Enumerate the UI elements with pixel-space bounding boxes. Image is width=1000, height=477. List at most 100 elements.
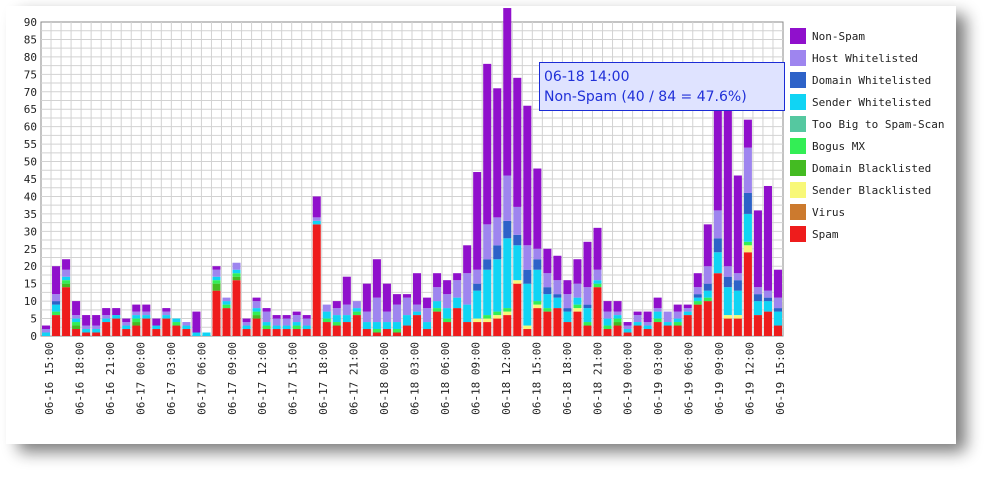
bar-segment[interactable] — [392, 329, 401, 333]
bar-segment[interactable] — [753, 287, 762, 295]
bar-segment[interactable] — [192, 332, 201, 336]
bar-segment[interactable] — [753, 294, 762, 302]
bar-segment[interactable] — [583, 308, 592, 323]
bar-segment[interactable] — [342, 322, 351, 336]
bar-segment[interactable] — [242, 329, 251, 336]
bar-segment[interactable] — [523, 283, 532, 326]
bar-segment[interactable] — [212, 280, 221, 284]
bar-segment[interactable] — [533, 168, 542, 249]
bar-segment[interactable] — [573, 259, 582, 284]
bar-segment[interactable] — [723, 318, 732, 336]
bar-segment[interactable] — [292, 311, 301, 316]
bar-segment[interactable] — [583, 241, 592, 288]
bar-segment[interactable] — [52, 315, 61, 336]
bar-segment[interactable] — [603, 301, 612, 312]
bar-segment[interactable] — [332, 301, 341, 309]
bar-segment[interactable] — [743, 245, 752, 253]
bar-segment[interactable] — [493, 217, 502, 246]
bar-segment[interactable] — [342, 276, 351, 305]
bar-segment[interactable] — [112, 315, 121, 319]
bar-segment[interactable] — [503, 315, 512, 336]
bar-segment[interactable] — [703, 297, 712, 302]
bar-segment[interactable] — [453, 280, 462, 298]
bar-segment[interactable] — [683, 304, 692, 309]
bar-segment[interactable] — [583, 322, 592, 326]
bar-segment[interactable] — [553, 308, 562, 336]
bar-segment[interactable] — [543, 311, 552, 336]
bar-segment[interactable] — [132, 315, 141, 319]
bar-segment[interactable] — [72, 315, 81, 319]
bar-segment[interactable] — [503, 175, 512, 221]
bar-segment[interactable] — [372, 322, 381, 330]
bar-segment[interactable] — [693, 273, 702, 288]
bar-segment[interactable] — [503, 238, 512, 309]
bar-segment[interactable] — [112, 308, 121, 316]
bar-segment[interactable] — [132, 304, 141, 312]
bar-segment[interactable] — [402, 315, 411, 326]
bar-segment[interactable] — [743, 119, 752, 148]
bar-segment[interactable] — [733, 273, 742, 281]
bar-segment[interactable] — [62, 287, 71, 336]
bar-segment[interactable] — [252, 308, 261, 312]
bar-segment[interactable] — [503, 220, 512, 239]
bar-segment[interactable] — [453, 308, 462, 336]
bar-segment[interactable] — [392, 332, 401, 336]
bar-segment[interactable] — [553, 297, 562, 309]
bar-segment[interactable] — [683, 311, 692, 316]
bar-segment[interactable] — [132, 325, 141, 336]
bar-segment[interactable] — [523, 105, 532, 246]
bar-segment[interactable] — [443, 308, 452, 319]
bar-segment[interactable] — [493, 88, 502, 218]
bar-segment[interactable] — [72, 318, 81, 323]
bar-segment[interactable] — [142, 311, 151, 316]
bar-segment[interactable] — [713, 210, 722, 239]
bar-segment[interactable] — [573, 304, 582, 309]
bar-segment[interactable] — [613, 301, 622, 312]
bar-segment[interactable] — [252, 297, 261, 302]
bar-segment[interactable] — [523, 325, 532, 330]
bar-segment[interactable] — [443, 294, 452, 309]
bar-segment[interactable] — [413, 311, 422, 316]
bar-segment[interactable] — [453, 297, 462, 309]
bar-segment[interactable] — [212, 283, 221, 291]
bar-segment[interactable] — [272, 315, 281, 319]
bar-segment[interactable] — [52, 294, 61, 302]
bar-segment[interactable] — [182, 329, 191, 336]
bar-segment[interactable] — [182, 325, 191, 330]
bar-segment[interactable] — [683, 315, 692, 336]
bar-segment[interactable] — [62, 269, 71, 277]
bar-segment[interactable] — [603, 311, 612, 319]
bar-segment[interactable] — [483, 318, 492, 323]
bar-segment[interactable] — [232, 269, 241, 274]
bar-segment[interactable] — [483, 322, 492, 336]
bar-segment[interactable] — [413, 304, 422, 312]
bar-segment[interactable] — [613, 311, 622, 316]
bar-segment[interactable] — [332, 315, 341, 323]
bars[interactable] — [42, 8, 782, 336]
bar-segment[interactable] — [633, 311, 642, 316]
bar-segment[interactable] — [102, 315, 111, 319]
bar-segment[interactable] — [72, 325, 81, 330]
bar-segment[interactable] — [643, 311, 652, 323]
bar-segment[interactable] — [322, 322, 331, 336]
bar-segment[interactable] — [703, 266, 712, 284]
bar-segment[interactable] — [52, 266, 61, 295]
bar-segment[interactable] — [723, 276, 732, 288]
bar-segment[interactable] — [42, 325, 51, 330]
bar-segment[interactable] — [573, 297, 582, 305]
bar-segment[interactable] — [553, 294, 562, 298]
bar-segment[interactable] — [262, 329, 271, 336]
bar-segment[interactable] — [162, 315, 171, 319]
bar-segment[interactable] — [372, 259, 381, 298]
bar-segment[interactable] — [733, 280, 742, 291]
bar-segment[interactable] — [92, 315, 101, 326]
bar-segment[interactable] — [593, 287, 602, 336]
bar-segment[interactable] — [543, 294, 552, 309]
bar-segment[interactable] — [773, 297, 782, 309]
bar-segment[interactable] — [212, 276, 221, 281]
bar-segment[interactable] — [673, 318, 682, 323]
bar-segment[interactable] — [413, 273, 422, 305]
bar-segment[interactable] — [533, 301, 542, 305]
bar-segment[interactable] — [352, 311, 361, 316]
bar-segment[interactable] — [673, 311, 682, 319]
